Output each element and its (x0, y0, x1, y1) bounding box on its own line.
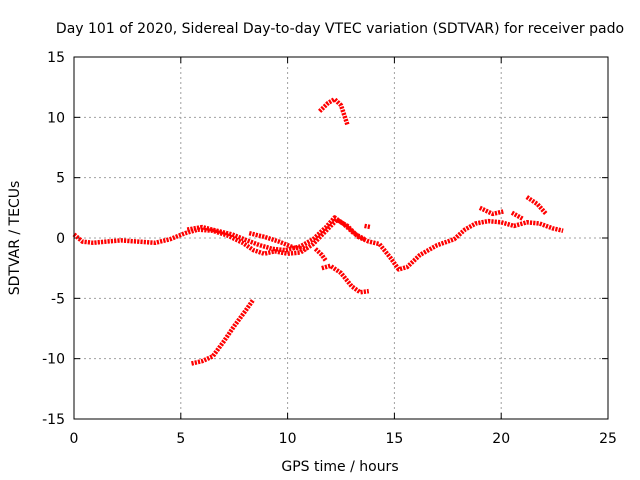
track-8 (364, 223, 372, 230)
y-axis-label: SDTVAR / TECUs (7, 181, 23, 296)
y-tick-label: -15 (42, 412, 65, 428)
x-tick-label: 5 (176, 431, 185, 447)
track-5 (318, 96, 350, 126)
y-tick-label: 15 (47, 50, 65, 66)
track-3 (248, 231, 308, 252)
plot-frame (73, 56, 609, 420)
grid-layer (74, 57, 608, 419)
x-tick-label: 15 (385, 431, 403, 447)
x-tick-label: 25 (599, 431, 617, 447)
x-tick-label: 20 (492, 431, 510, 447)
x-axis-label: GPS time / hours (281, 459, 398, 475)
track-2 (186, 215, 366, 253)
y-tick-label: -5 (51, 291, 65, 307)
tick-layer: 0 5 10 15 20 25 -15 -10 -5 0 5 10 15 (42, 50, 617, 447)
y-tick-label: 5 (56, 171, 65, 187)
track-4 (191, 298, 256, 366)
chart-title: Day 101 of 2020, Sidereal Day-to-day VTE… (56, 21, 624, 37)
track-6 (321, 263, 370, 295)
track-1 (72, 217, 564, 272)
y-tick-label: 10 (47, 110, 65, 126)
x-tick-label: 10 (279, 431, 297, 447)
series-layer (72, 96, 564, 366)
y-tick-label: -10 (42, 352, 65, 368)
track-10 (510, 210, 524, 221)
track-9 (478, 205, 504, 217)
y-tick-label: 0 (56, 231, 65, 247)
x-tick-label: 0 (70, 431, 79, 447)
track-11 (525, 195, 548, 216)
track-7 (313, 247, 328, 263)
